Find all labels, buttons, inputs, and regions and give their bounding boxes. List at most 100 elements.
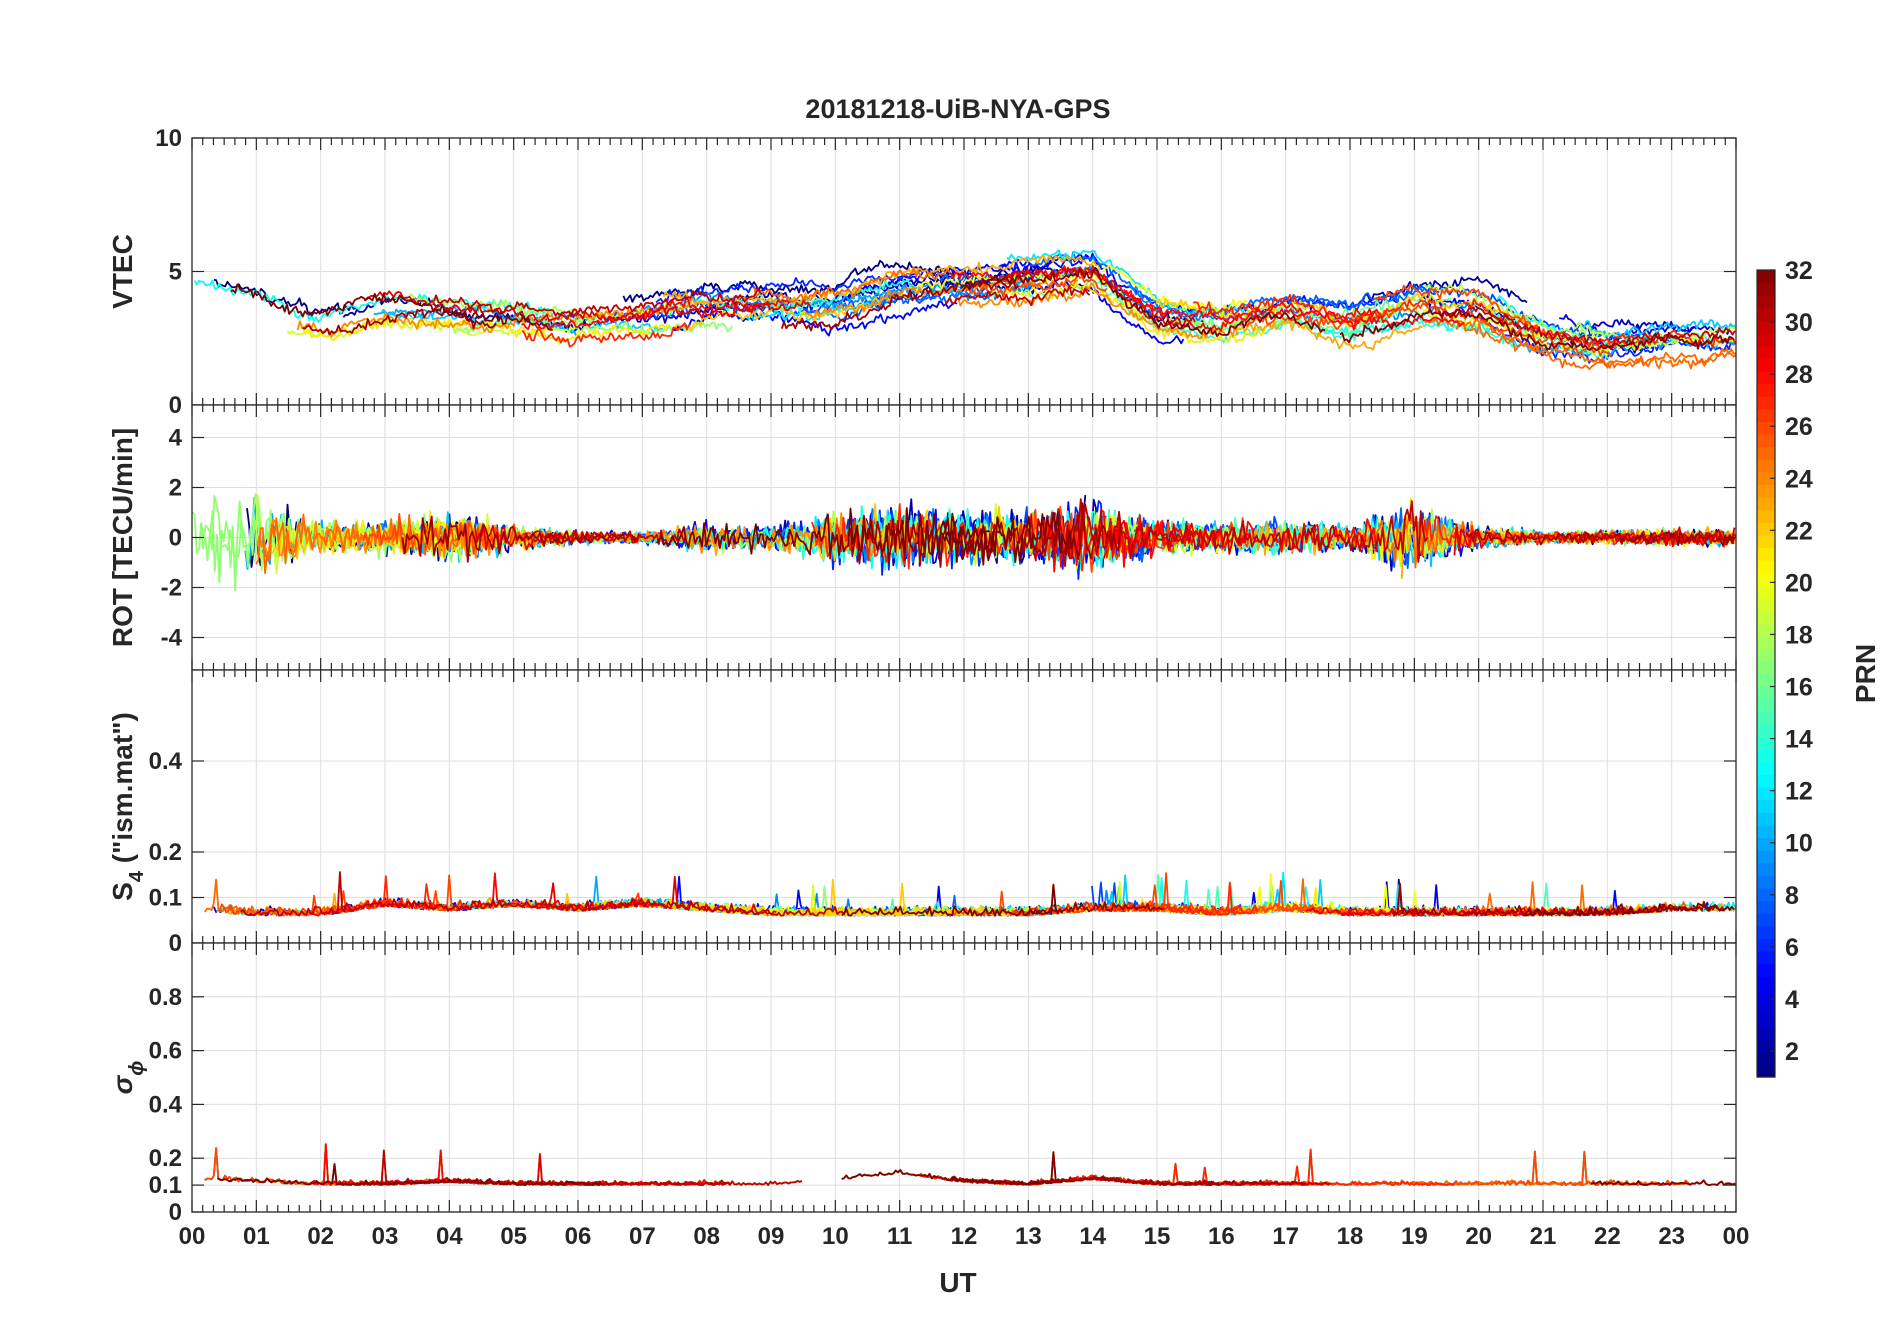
trace-prn-27	[521, 322, 690, 348]
x-tick-label: 00	[179, 1223, 206, 1250]
colorbar-swatch	[1757, 496, 1775, 511]
colorbar-swatch	[1757, 459, 1775, 473]
colorbar-swatch	[1757, 1013, 1775, 1028]
x-tick-label: 02	[307, 1223, 334, 1250]
trace-prn-32	[1590, 1179, 1736, 1186]
colorbar-tick-label: 28	[1785, 361, 1813, 389]
colorbar-swatch	[1757, 345, 1775, 359]
trace-prn-30	[1021, 498, 1429, 568]
colorbar-swatch	[1757, 875, 1775, 889]
x-tick-label: 14	[1079, 1223, 1106, 1250]
colorbar-tick-label: 10	[1785, 830, 1813, 858]
colorbar-swatch	[1757, 660, 1775, 675]
colorbar-tick-label: 26	[1785, 413, 1813, 441]
colorbar-swatch	[1757, 623, 1775, 637]
colorbar-swatch	[1757, 963, 1775, 977]
colorbar-swatch	[1757, 862, 1775, 876]
trace-prn-25	[204, 878, 392, 917]
y-tick-label: 10	[155, 125, 182, 152]
colorbar-swatch	[1757, 547, 1775, 561]
colorbar-swatch	[1757, 446, 1775, 460]
x-axis-label: UT	[939, 1267, 976, 1298]
y-tick-label: -2	[161, 575, 182, 602]
y-axis-label-sigphi: σϕ	[107, 1061, 148, 1095]
x-tick-label: 20	[1465, 1223, 1492, 1250]
trace-prn-32	[1524, 902, 1735, 917]
trace-prn-31	[947, 1175, 1306, 1186]
colorbar-swatch	[1757, 370, 1775, 385]
trace-prn-25	[1424, 316, 1736, 369]
y-tick-label: -4	[161, 625, 183, 652]
colorbar-label: PRN	[1850, 644, 1881, 703]
y-axis-label-vtec: VTEC	[107, 234, 138, 309]
y-tick-label: 0	[169, 1199, 182, 1226]
trace-prn-31	[302, 307, 497, 336]
trace-prn-32	[841, 883, 1064, 917]
colorbar-swatch	[1757, 774, 1775, 788]
panel-s4-traces	[204, 871, 1736, 917]
colorbar-swatch	[1757, 1051, 1775, 1065]
y-tick-label: 0.2	[149, 839, 182, 866]
trace-prn-31	[1465, 528, 1736, 547]
colorbar-swatch	[1757, 282, 1775, 296]
colorbar-swatch	[1757, 585, 1775, 599]
chart-title: 20181218-UiB-NYA-GPS	[805, 94, 1110, 124]
x-tick-label: 03	[372, 1223, 399, 1250]
y-tick-label: 4	[169, 425, 183, 452]
trace-prn-25	[1455, 321, 1736, 371]
y-tick-label: 0.1	[149, 885, 182, 912]
trace-prn-23	[662, 255, 1102, 307]
panel-sigphi-traces	[204, 1143, 1736, 1186]
colorbar-swatch	[1757, 1039, 1775, 1053]
colorbar-swatch	[1757, 320, 1775, 334]
colorbar-swatch	[1757, 799, 1775, 813]
colorbar-swatch	[1757, 1001, 1775, 1015]
x-tick-label: 08	[693, 1223, 720, 1250]
trace-prn-11	[1577, 319, 1736, 338]
colorbar-swatch	[1757, 698, 1775, 712]
trace-prn-23	[1231, 318, 1424, 351]
y-tick-label: 0.4	[149, 1091, 183, 1118]
colorbar-swatch	[1757, 1064, 1775, 1078]
colorbar-tick-label: 18	[1785, 621, 1813, 649]
y-tick-label: 0.4	[149, 748, 183, 775]
colorbar-swatch	[1757, 471, 1775, 485]
x-tick-label: 21	[1530, 1223, 1557, 1250]
x-tick-label: 13	[1015, 1223, 1042, 1250]
colorbar-swatch	[1757, 597, 1775, 612]
colorbar-tick-label: 4	[1785, 986, 1799, 1014]
x-tick-label: 06	[565, 1223, 592, 1250]
colorbar-swatch	[1757, 572, 1775, 586]
colorbar-swatch	[1757, 408, 1775, 422]
panel-rot-traces	[192, 493, 1736, 592]
x-tick-label: 05	[500, 1223, 527, 1250]
colorbar-swatch	[1757, 1026, 1775, 1040]
trace-prn-30	[433, 287, 762, 318]
colorbar-swatch	[1757, 307, 1775, 322]
trace-prn-31	[401, 515, 638, 563]
trace-prn-32	[1339, 308, 1735, 352]
colorbar-tick-label: 20	[1785, 569, 1813, 597]
y-tick-label: 0.8	[149, 984, 182, 1011]
trace-prn-30	[584, 897, 848, 917]
trace-prn-32	[216, 1163, 603, 1186]
colorbar-swatch	[1757, 534, 1775, 549]
y-tick-label: 5	[169, 259, 182, 286]
y-axis-label-rot: ROT [TECU/min]	[107, 428, 138, 647]
colorbar-frame	[1756, 269, 1776, 1078]
panel-sigphi: 00.10.2 0.4 0.6 0.8 σϕ	[107, 942, 1737, 1226]
y-tick-label: 0	[169, 930, 182, 957]
colorbar-swatch	[1757, 988, 1775, 1002]
x-tick-label: 04	[436, 1223, 463, 1250]
colorbar-swatch	[1757, 749, 1775, 763]
x-tick-label: 11	[887, 1223, 912, 1250]
colorbar-tick-label: 30	[1785, 309, 1813, 337]
trace-prn-24	[804, 277, 1078, 319]
y-tick-label: 0.2	[149, 1145, 182, 1172]
colorbar-swatch	[1757, 850, 1775, 864]
colorbar-tick-label: 2	[1785, 1038, 1799, 1066]
trace-prn-2	[1361, 276, 1528, 304]
colorbar-swatch	[1757, 270, 1775, 284]
trace-prn-20	[914, 268, 1143, 318]
